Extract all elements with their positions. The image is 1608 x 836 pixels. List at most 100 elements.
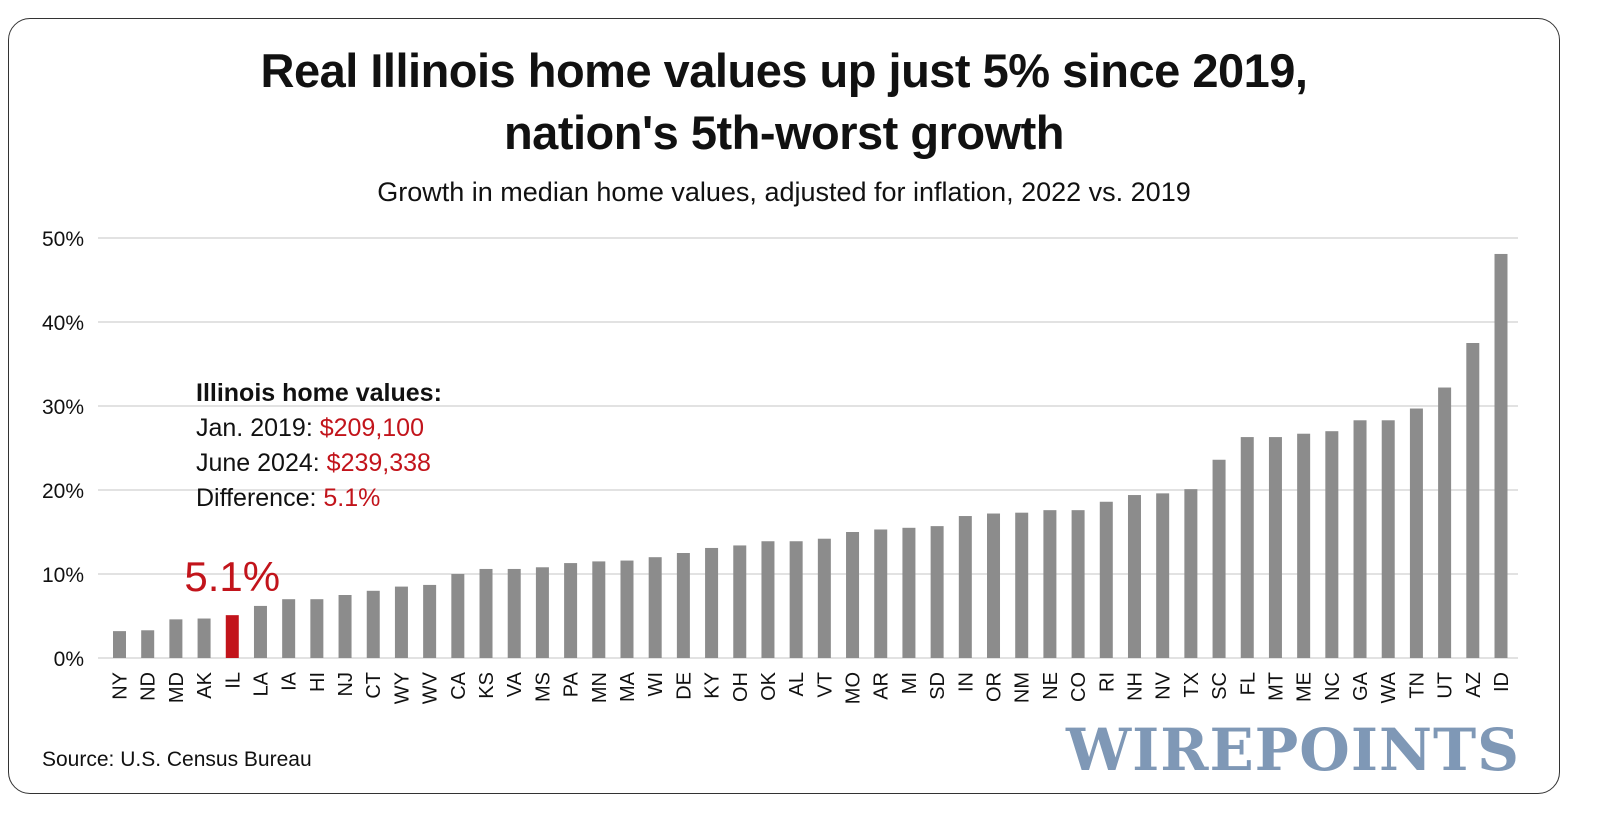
bar-vt — [817, 538, 831, 658]
source-note: Source: U.S. Census Bureau — [42, 748, 312, 771]
x-tick-label: ME — [1294, 672, 1316, 702]
y-tick-label: 10% — [42, 564, 84, 587]
x-tick-label: TN — [1406, 672, 1428, 699]
bar-md — [169, 619, 183, 658]
x-tick-label: NV — [1153, 671, 1175, 699]
bar-ky — [705, 547, 719, 658]
x-tick-label: FL — [1237, 672, 1259, 695]
x-tick-label: LA — [250, 671, 272, 696]
bar-nm — [1015, 512, 1029, 658]
bar-ar — [874, 529, 888, 658]
x-tick-label: NM — [1012, 672, 1034, 703]
bar-wa — [1381, 420, 1395, 658]
x-tick-label: MA — [617, 671, 639, 702]
bar-mt — [1268, 437, 1282, 658]
x-tick-label: MD — [166, 672, 188, 703]
x-tick-label: MS — [532, 672, 554, 702]
bar-in — [958, 516, 972, 658]
x-tick-label: MI — [899, 672, 921, 694]
bar-de — [676, 553, 690, 658]
bar-nj — [338, 595, 352, 658]
x-tick-label: ID — [1491, 672, 1513, 692]
annotation-line-1-value: $209,100 — [319, 414, 424, 442]
x-tick-label: CO — [1068, 672, 1090, 702]
annotation-line-1: Jan. 2019: $209,100 — [196, 411, 442, 446]
title-line-1: Real Illinois home values up just 5% sin… — [260, 44, 1308, 97]
bar-ga — [1353, 420, 1367, 658]
bar-ny — [113, 631, 126, 658]
x-tick-label: NC — [1322, 672, 1344, 701]
x-tick-label: WY — [391, 672, 413, 704]
bar-tn — [1409, 408, 1423, 658]
x-tick-label: GA — [1350, 671, 1372, 701]
bar-nd — [141, 630, 155, 658]
bar-nh — [1127, 495, 1141, 658]
x-tick-label: UT — [1435, 672, 1457, 699]
annotation-line-1-label: Jan. 2019: — [196, 414, 320, 442]
bar-wv — [423, 584, 437, 658]
bar-az — [1466, 343, 1480, 658]
annotation-line-3: Difference: 5.1% — [196, 481, 442, 516]
x-tick-label: VA — [504, 671, 526, 697]
annotation-line-3-value: 5.1% — [323, 484, 381, 512]
bar-pa — [564, 563, 578, 658]
x-tick-label: SD — [927, 672, 949, 700]
bar-nc — [1325, 431, 1339, 658]
bar-co — [1071, 510, 1085, 658]
y-tick-label: 30% — [42, 396, 84, 419]
annotation-line-2: June 2024: $239,338 — [196, 446, 442, 481]
y-tick-label: 20% — [42, 480, 84, 503]
y-tick-label: 40% — [42, 312, 84, 335]
wirepoints-logo: WIREPOINTS — [1066, 716, 1521, 784]
x-tick-label: TX — [1181, 672, 1203, 698]
bar-ks — [479, 568, 493, 658]
bar-sc — [1212, 459, 1226, 658]
x-tick-label: IN — [955, 672, 977, 692]
x-tick-label: ND — [138, 672, 160, 701]
bar-mi — [902, 527, 916, 658]
chart-title: Real Illinois home values up just 5% sin… — [0, 40, 1568, 164]
highlight-value-label: 5.1% — [184, 553, 280, 600]
x-tick-label: OR — [984, 672, 1006, 702]
x-tick-label: WA — [1378, 671, 1400, 703]
bar-ok — [761, 541, 775, 658]
x-tick-label: OH — [730, 672, 752, 702]
bar-ia — [282, 599, 296, 658]
x-tick-label: MN — [589, 672, 611, 703]
bar-il — [225, 615, 239, 658]
bar-mo — [846, 532, 860, 658]
x-tick-label: MO — [843, 672, 865, 704]
bar-wi — [648, 557, 662, 658]
bar-wy — [394, 586, 408, 658]
x-tick-label: OK — [758, 671, 780, 701]
bar-hi — [310, 599, 324, 658]
x-tick-label: HI — [307, 672, 329, 692]
x-tick-label: PA — [561, 671, 583, 697]
x-tick-label: VT — [814, 672, 836, 698]
y-tick-label: 0% — [54, 648, 84, 671]
x-tick-label: NH — [1124, 672, 1146, 701]
y-tick-label: 50% — [42, 228, 84, 251]
chart-subtitle: Growth in median home values, adjusted f… — [377, 177, 1191, 207]
bar-mn — [592, 561, 606, 658]
bar-ne — [1043, 510, 1057, 658]
bar-ak — [197, 618, 211, 658]
bar-ri — [1099, 501, 1113, 658]
x-tick-label: NY — [110, 672, 132, 700]
bar-ut — [1438, 387, 1452, 658]
x-tick-label: CA — [448, 671, 470, 699]
x-tick-label: AK — [194, 671, 216, 698]
bar-me — [1297, 433, 1311, 658]
bar-or — [987, 513, 1001, 658]
annotation-line-2-label: June 2024: — [196, 449, 327, 477]
x-tick-label: NE — [1040, 672, 1062, 700]
bar-fl — [1240, 437, 1254, 658]
bar-tx — [1184, 489, 1198, 658]
bar-al — [789, 541, 803, 658]
x-tick-label: SC — [1209, 672, 1231, 700]
title-line-2: nation's 5th-worst growth — [503, 106, 1065, 159]
x-tick-label: WI — [645, 672, 667, 696]
x-tick-label: RI — [1096, 672, 1118, 692]
x-tick-label: AR — [871, 672, 893, 700]
